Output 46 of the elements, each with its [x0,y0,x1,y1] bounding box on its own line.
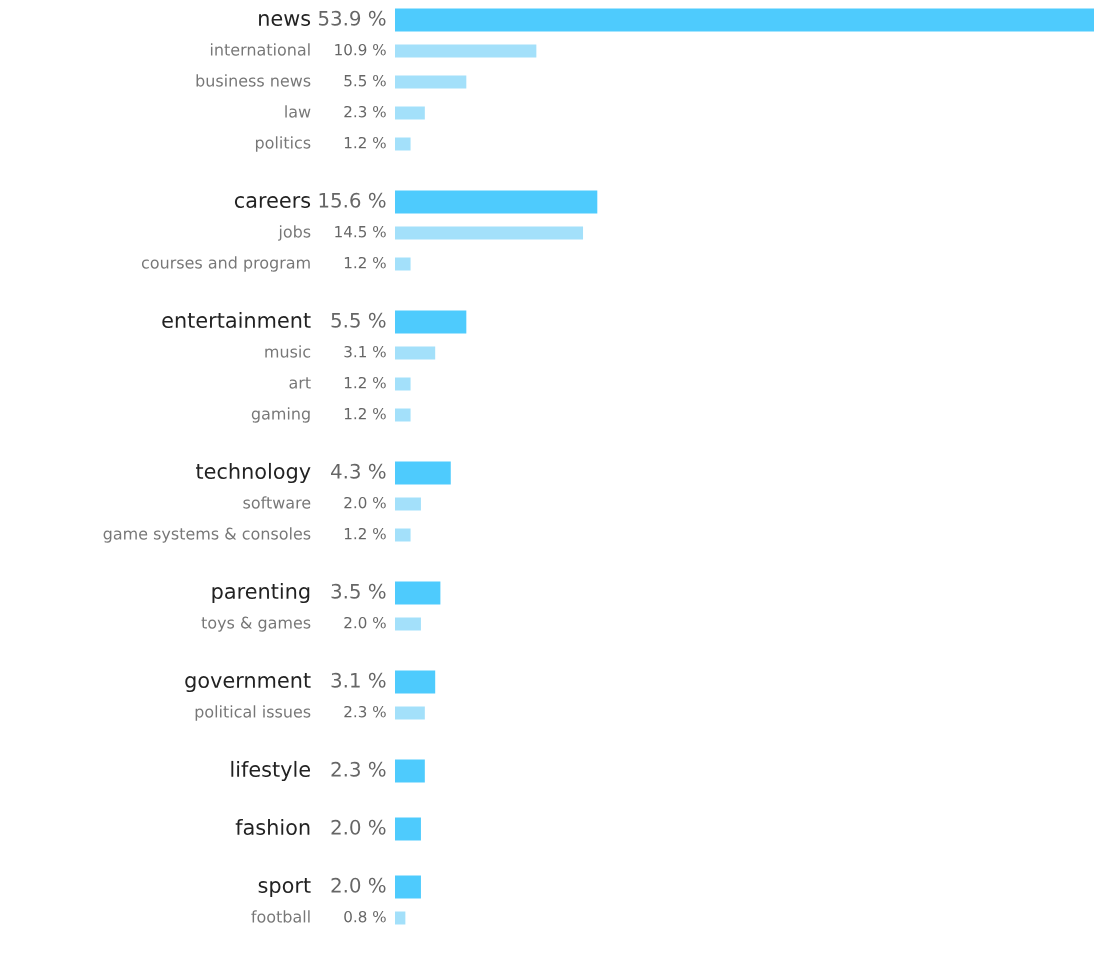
y-tick-label: business news [196,74,311,87]
data-label: 5.5 % [344,74,386,87]
data-label: 3.1 % [331,672,386,688]
data-label: 1.2 % [344,527,386,540]
y-tick-label: news [259,14,311,27]
y-tick-label: technology [195,462,311,484]
data-label: 3.1 % [344,345,386,358]
y-tick-label: law [285,105,311,118]
data-label: 2.0 % [331,819,386,835]
data-label: 1.2 % [344,136,386,149]
y-tick-label: parenting [212,582,310,604]
data-label: 2.0 % [344,496,386,509]
data-label: 4.3 % [331,463,386,479]
y-tick-label: music [265,345,311,358]
y-tick-label: courses and program [141,256,310,272]
data-label: 1.2 % [344,407,386,420]
data-label: 2.3 % [344,105,386,118]
y-tick-label: fashion [235,818,310,836]
data-label: 15.6 % [319,192,386,208]
data-label: 1.2 % [344,376,386,389]
y-tick-label: sport [258,878,311,898]
data-label: 14.5 % [335,225,386,238]
data-label: 1.2 % [344,256,386,269]
data-label: 2.0 % [331,877,386,893]
data-label: 5.5 % [331,312,386,328]
y-tick-label: gaming [251,407,310,423]
y-tick-label: toys & games [201,616,311,632]
y-tick-label: entertainment [162,311,311,329]
data-label: 2.0 % [344,616,386,629]
y-tick-label: politics [255,136,311,152]
y-tick-label: political issues [195,705,311,721]
y-tick-label: international [210,43,310,56]
y-tick-label: football [251,910,310,923]
y-tick-label: jobs [278,225,311,241]
y-tick-label: game systems & consoles [103,527,311,543]
y-tick-label: lifestyle [231,760,311,782]
y-tick-label: art [289,377,311,389]
data-label: 2.3 % [331,761,386,777]
data-label: 53.9 % [318,10,386,26]
data-label: 0.8 % [344,910,386,923]
data-label: 2.3 % [344,705,386,718]
y-tick-label: government [185,673,311,693]
data-label: 3.5 % [331,583,386,599]
y-tick-label: software [243,496,311,509]
data-label: 10.9 % [335,43,386,56]
y-tick-label: careers [234,196,311,209]
